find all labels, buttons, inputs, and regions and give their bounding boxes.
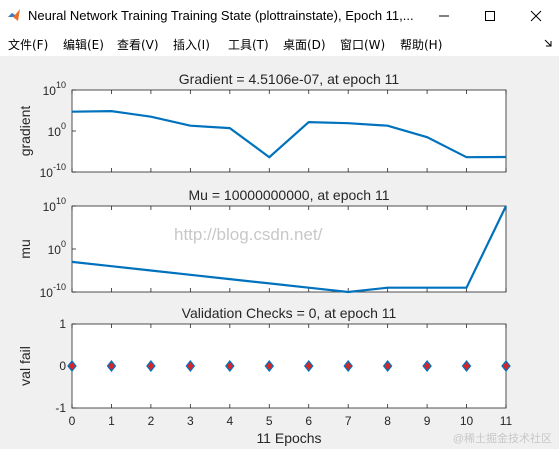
menu-file[interactable]: 文件(F) [8, 38, 49, 52]
y-axis-label: val fail [17, 346, 33, 386]
data-point [106, 360, 117, 372]
corner-watermark: @稀土掘金技术社区 [453, 431, 552, 445]
data-point [185, 360, 196, 372]
y-tick-label: 100 [48, 239, 66, 257]
figure-area: Gradient = 4.5106e-07, at epoch 11 gradie… [0, 56, 559, 449]
x-axis-label: 11 Epochs [256, 430, 321, 446]
data-point [225, 360, 235, 372]
y-tick-label: 1 [59, 317, 66, 331]
data-point [501, 360, 511, 372]
close-button[interactable] [513, 0, 559, 32]
y-tick-label: -1 [55, 401, 66, 415]
x-tick-label: 1 [108, 414, 115, 428]
maximize-button[interactable] [467, 0, 513, 32]
mu-plot: Mu = 10000000000, at epoch 11 mu 1010 100 10… [17, 187, 507, 300]
data-point [303, 360, 314, 372]
matlab-logo-icon [8, 9, 20, 21]
window-title: Neural Network Training Training State (… [28, 8, 414, 23]
maximize-icon [485, 11, 495, 21]
menu-help[interactable]: 帮助(H) [400, 38, 443, 52]
minimize-icon [439, 15, 449, 17]
x-tick-label: 5 [266, 414, 273, 428]
data-point [422, 360, 432, 372]
menu-window[interactable]: 窗口(W) [340, 38, 386, 52]
y-axis-label: mu [17, 239, 33, 258]
plot-title: Gradient = 4.5106e-07, at epoch 11 [179, 71, 400, 87]
data-point [382, 360, 393, 372]
x-tick-label: 4 [226, 414, 233, 428]
watermark-text: http://blog.csdn.net/ [174, 225, 323, 244]
close-icon [530, 10, 542, 22]
menu-desktop[interactable]: 桌面(D) [283, 38, 326, 52]
axes-frame [71, 89, 507, 173]
data-point [67, 360, 77, 372]
data-point [461, 360, 472, 372]
x-tick-label: 8 [384, 414, 391, 428]
data-point [343, 360, 353, 372]
y-tick-label: 100 [48, 121, 66, 139]
plot-title: Mu = 10000000000, at epoch 11 [189, 187, 390, 203]
x-tick-label: 0 [69, 414, 76, 428]
gradient-plot: Gradient = 4.5106e-07, at epoch 11 gradie… [17, 71, 507, 180]
menu-view[interactable]: 查看(V) [117, 38, 159, 52]
data-point [264, 360, 275, 372]
plot-title: Validation Checks = 0, at epoch 11 [182, 305, 397, 321]
y-tick-label: 1010 [43, 80, 66, 98]
plots-canvas: Gradient = 4.5106e-07, at epoch 11 gradie… [17, 71, 552, 446]
menu-tools[interactable]: 工具(T) [228, 38, 269, 52]
menu-insert[interactable]: 插入(I) [173, 38, 210, 52]
series-line [71, 109, 507, 159]
x-tick-label: 3 [187, 414, 194, 428]
axes-frame [71, 205, 507, 293]
x-tick-label: 2 [148, 414, 155, 428]
x-tick-label: 7 [345, 414, 352, 428]
axes-frame [71, 323, 507, 409]
menu-bar: 文件(F) 编辑(E) 查看(V) 插入(I) 工具(T) 桌面(D) 窗口(W… [0, 32, 559, 56]
y-tick-label: 0 [59, 359, 66, 373]
minimize-button[interactable] [421, 0, 467, 32]
x-tick-label: 11 [500, 414, 513, 428]
y-tick-label: 1010 [43, 196, 66, 214]
x-tick-label: 9 [424, 414, 431, 428]
data-point [146, 360, 156, 372]
y-tick-label: 10-10 [40, 282, 66, 300]
title-bar: Neural Network Training Training State (… [0, 0, 559, 32]
y-axis-label: gradient [17, 106, 33, 157]
x-tick-label: 6 [305, 414, 312, 428]
dock-arrow-icon[interactable] [543, 38, 553, 48]
series-line [71, 205, 507, 294]
validation-plot: Validation Checks = 0, at epoch 11 val fa… [17, 305, 513, 446]
y-tick-label: 10-10 [40, 162, 66, 180]
x-tick-label: 10 [460, 414, 474, 428]
menu-edit[interactable]: 编辑(E) [63, 38, 104, 52]
